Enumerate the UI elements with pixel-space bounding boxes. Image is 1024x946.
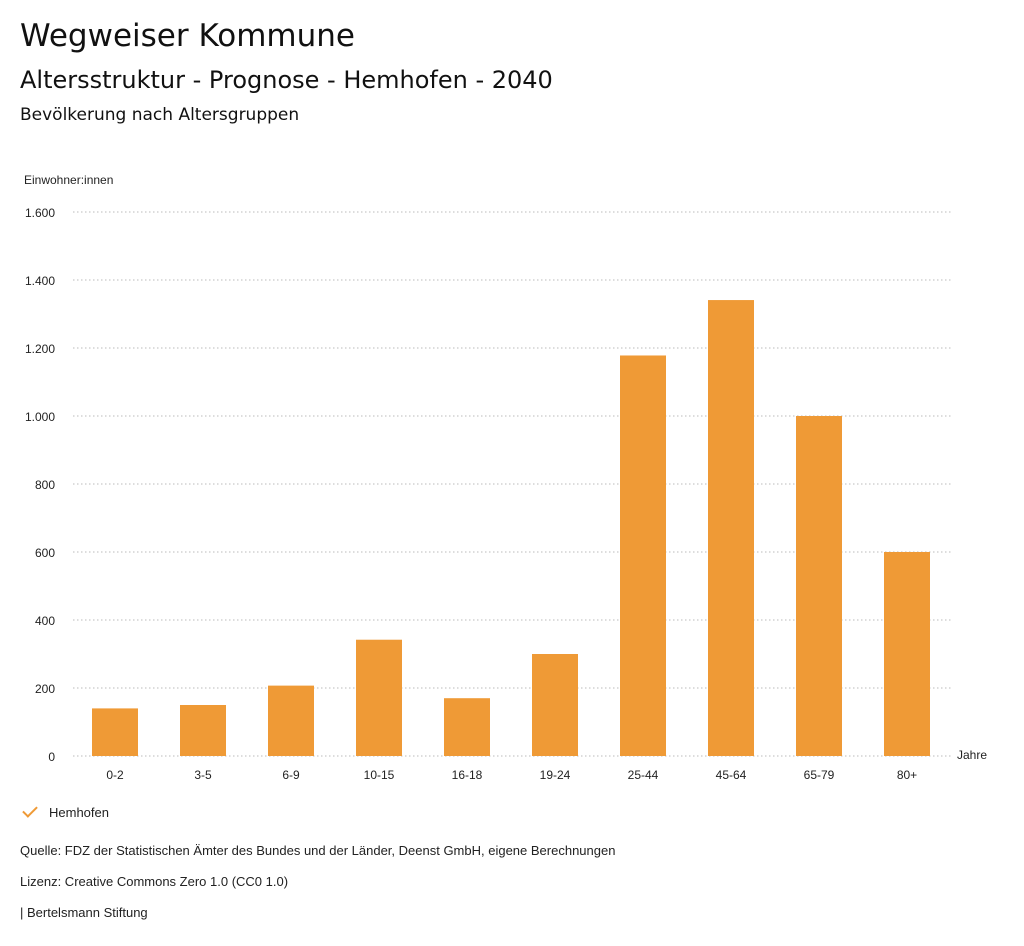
y-tick-label: 1.600 [25,206,55,220]
bar-10-15[interactable] [356,639,402,756]
x-axis-label: Jahre [957,748,987,762]
x-axis-ticks: 0-2 3-5 6-9 10-15 16-18 19-24 25-44 45-64 65-79 8… [106,768,917,782]
bar-16-18[interactable] [444,698,490,756]
y-axis-ticks: 0 200 400 600 800 1.000 1.200 1.400 1.600 [25,206,55,764]
bar-25-44[interactable] [620,355,666,756]
check-icon [22,802,38,818]
bar-19-24[interactable] [532,654,578,756]
y-tick-label: 1.000 [25,410,55,424]
y-tick-label: 600 [35,546,55,560]
bar-45-64[interactable] [708,300,754,756]
y-tick-label: 1.400 [25,274,55,288]
legend-item-hemhofen[interactable]: Hemhofen [20,802,109,822]
publisher-note: | Bertelsmann Stiftung [20,905,148,920]
x-tick-label: 16-18 [452,768,483,782]
x-tick-label: 19-24 [540,768,571,782]
y-tick-label: 0 [48,750,55,764]
license-note: Lizenz: Creative Commons Zero 1.0 (CC0 1… [20,874,289,889]
x-tick-label: 3-5 [194,768,212,782]
y-tick-label: 400 [35,614,55,628]
source-note: Quelle: FDZ der Statistischen Ämter des … [20,843,616,858]
bar-80+[interactable] [884,552,930,756]
x-tick-label: 10-15 [364,768,395,782]
bar-0-2[interactable] [92,708,138,756]
x-tick-label: 25-44 [628,768,659,782]
bar-65-79[interactable] [796,416,842,756]
section-heading: Bevölkerung nach Altersgruppen [20,105,300,125]
chart-subtitle: Altersstruktur - Prognose - Hemhofen - 2… [20,66,553,94]
x-tick-label: 0-2 [106,768,124,782]
y-tick-label: 1.200 [25,342,55,356]
x-tick-label: 80+ [897,768,917,782]
bar-chart: 0 200 400 600 800 1.000 1.200 1.400 1.600 0-2 3-5… [24,173,987,782]
bar-6-9[interactable] [268,685,314,756]
y-axis-label: Einwohner:innen [24,173,113,187]
x-tick-label: 65-79 [804,768,835,782]
bar-3-5[interactable] [180,705,226,756]
y-tick-label: 800 [35,478,55,492]
page-title: Wegweiser Kommune [20,18,355,54]
x-tick-label: 45-64 [716,768,747,782]
x-tick-label: 6-9 [282,768,300,782]
bars [92,300,930,756]
legend-label: Hemhofen [49,804,109,820]
y-tick-label: 200 [35,682,55,696]
